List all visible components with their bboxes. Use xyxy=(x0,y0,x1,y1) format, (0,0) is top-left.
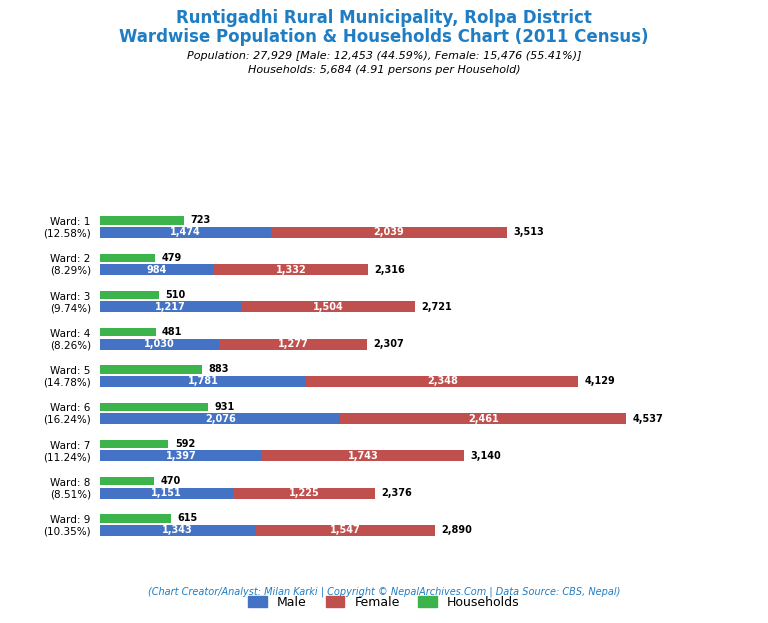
Bar xyxy=(100,515,171,523)
Bar xyxy=(270,227,507,238)
Text: 931: 931 xyxy=(214,402,234,412)
Text: 2,316: 2,316 xyxy=(375,265,406,275)
Text: 2,039: 2,039 xyxy=(373,227,404,237)
Text: (Chart Creator/Analyst: Milan Karki | Copyright © NepalArchives.Com | Data Sourc: (Chart Creator/Analyst: Milan Karki | Co… xyxy=(147,587,621,597)
Bar xyxy=(214,264,369,275)
Text: 4,537: 4,537 xyxy=(632,414,663,424)
Text: 1,397: 1,397 xyxy=(165,451,196,461)
Text: 510: 510 xyxy=(165,290,186,300)
Bar xyxy=(100,402,208,411)
Bar xyxy=(233,488,376,498)
Text: 723: 723 xyxy=(190,216,210,226)
Text: 2,721: 2,721 xyxy=(422,302,452,312)
Bar xyxy=(306,376,578,387)
Text: 1,217: 1,217 xyxy=(155,302,186,312)
Text: 592: 592 xyxy=(175,439,195,449)
Bar xyxy=(241,302,415,313)
Text: 1,151: 1,151 xyxy=(151,488,182,498)
Bar xyxy=(100,216,184,224)
Bar xyxy=(100,328,156,336)
Text: 481: 481 xyxy=(162,327,182,337)
Text: 3,140: 3,140 xyxy=(470,451,501,461)
Text: 2,307: 2,307 xyxy=(374,339,405,349)
Text: 3,513: 3,513 xyxy=(514,227,545,237)
Text: 1,474: 1,474 xyxy=(170,227,200,237)
Bar xyxy=(100,376,306,387)
Text: 984: 984 xyxy=(147,265,167,275)
Text: 615: 615 xyxy=(177,513,197,523)
Text: 2,890: 2,890 xyxy=(442,525,472,535)
Bar xyxy=(100,525,256,536)
Text: 479: 479 xyxy=(162,253,182,263)
Text: 1,225: 1,225 xyxy=(289,488,319,498)
Bar xyxy=(262,450,464,462)
Text: 1,332: 1,332 xyxy=(276,265,306,275)
Bar xyxy=(256,525,435,536)
Text: Households: 5,684 (4.91 persons per Household): Households: 5,684 (4.91 persons per Hous… xyxy=(248,65,520,75)
Text: 1,547: 1,547 xyxy=(329,525,360,535)
Bar xyxy=(100,302,241,313)
Text: 470: 470 xyxy=(161,476,181,486)
Text: 1,277: 1,277 xyxy=(278,339,309,349)
Bar xyxy=(100,450,262,462)
Bar xyxy=(100,413,340,424)
Bar xyxy=(340,413,626,424)
Bar xyxy=(100,488,233,498)
Bar xyxy=(100,440,168,448)
Text: 883: 883 xyxy=(209,364,229,374)
Text: 1,030: 1,030 xyxy=(144,339,175,349)
Text: 2,461: 2,461 xyxy=(468,414,498,424)
Legend: Male, Female, Households: Male, Female, Households xyxy=(243,591,525,614)
Bar xyxy=(100,477,154,485)
Text: Runtigadhi Rural Municipality, Rolpa District: Runtigadhi Rural Municipality, Rolpa Dis… xyxy=(176,9,592,27)
Text: 4,129: 4,129 xyxy=(585,376,616,386)
Text: 2,348: 2,348 xyxy=(427,376,458,386)
Bar xyxy=(219,338,367,350)
Text: 2,376: 2,376 xyxy=(382,488,412,498)
Bar xyxy=(100,291,159,299)
Bar xyxy=(100,264,214,275)
Bar xyxy=(100,365,202,374)
Bar xyxy=(100,338,219,350)
Text: 1,781: 1,781 xyxy=(187,376,219,386)
Text: Population: 27,929 [Male: 12,453 (44.59%), Female: 15,476 (55.41%)]: Population: 27,929 [Male: 12,453 (44.59%… xyxy=(187,51,581,61)
Bar xyxy=(100,254,155,262)
Text: 1,743: 1,743 xyxy=(347,451,378,461)
Text: 1,504: 1,504 xyxy=(313,302,343,312)
Text: 2,076: 2,076 xyxy=(205,414,236,424)
Text: 1,343: 1,343 xyxy=(162,525,193,535)
Text: Wardwise Population & Households Chart (2011 Census): Wardwise Population & Households Chart (… xyxy=(119,28,649,46)
Bar xyxy=(100,227,270,238)
